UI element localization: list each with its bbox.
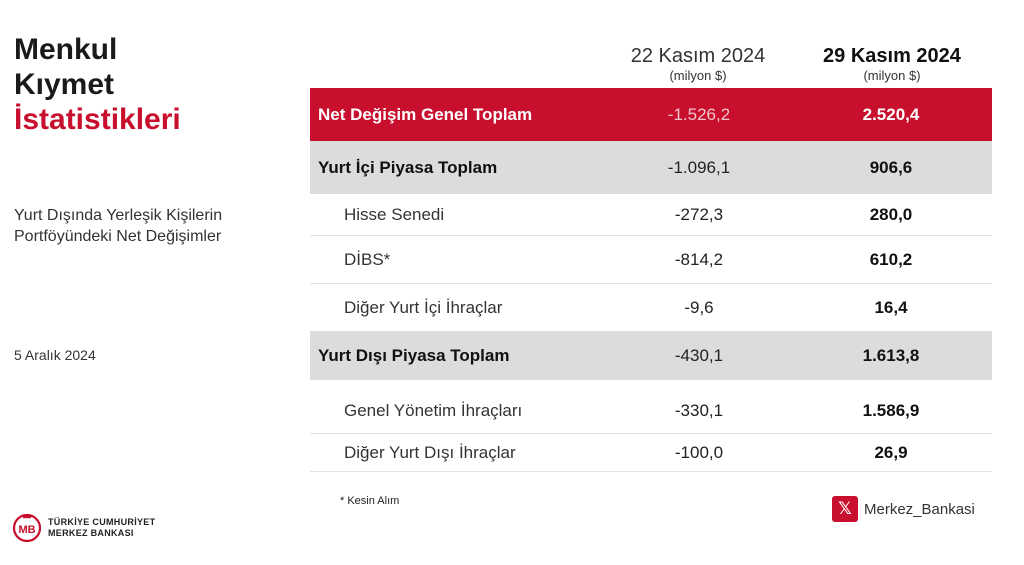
row-value-prev: -814,2 (674, 249, 724, 269)
column-1-date: 22 Kasım 2024 (630, 45, 766, 67)
row-value-current: 2.520,4 (862, 104, 920, 124)
logo-line-2: MERKEZ BANKASI (48, 528, 134, 538)
subtitle-line-2: Portföyündeki Net Değişimler (14, 228, 222, 245)
row-label: Yurt Dışı Piyasa Toplam (318, 345, 510, 365)
tcmb-logo: MB TÜRKİYE CUMHURİYET MERKEZ BANKASI (12, 513, 155, 543)
row-value-prev: -1.526,2 (667, 104, 731, 124)
tcmb-logo-icon: MB (12, 513, 42, 543)
table-row-domestic-total: Yurt İçi Piyasa Toplam -1.096,1 906,6 (310, 141, 992, 194)
table-row: Diğer Yurt İçi İhraçlar -9,6 16,4 (310, 284, 992, 331)
x-icon[interactable]: 𝕏 (832, 496, 858, 522)
row-value-prev: -9,6 (684, 297, 714, 317)
row-value-current: 610,2 (869, 249, 913, 269)
social-handle[interactable]: Merkez_Bankasi (864, 500, 975, 518)
row-value-current: 1.613,8 (862, 345, 920, 365)
row-value-current: 1.586,9 (862, 400, 920, 420)
row-value-current: 16,4 (874, 297, 908, 317)
row-value-prev: -1.096,1 (667, 157, 731, 177)
row-value-prev: -272,3 (674, 204, 724, 224)
subtitle-line-1: Yurt Dışında Yerleşik Kişilerin (14, 207, 223, 224)
logo-line-1: TÜRKİYE CUMHURİYET (48, 517, 156, 527)
column-header-1: 22 Kasım 2024 (milyon $) (588, 44, 808, 84)
title-line-1: Menkul (14, 33, 118, 66)
logo-text: TÜRKİYE CUMHURİYET MERKEZ BANKASI (48, 517, 155, 539)
row-value-current: 906,6 (869, 157, 913, 177)
row-value-current: 280,0 (869, 204, 913, 224)
column-2-unit: (milyon $) (863, 68, 921, 83)
column-1-unit: (milyon $) (669, 68, 727, 83)
page-subtitle: Yurt Dışında Yerleşik Kişilerin Portföyü… (14, 205, 222, 247)
table-row: Hisse Senedi -272,3 280,0 (310, 194, 992, 236)
row-label: DİBS* (344, 249, 391, 269)
table-row-foreign-total: Yurt Dışı Piyasa Toplam -430,1 1.613,8 (310, 331, 992, 380)
table-row: Genel Yönetim İhraçları -330,1 1.586,9 (310, 388, 992, 434)
row-label: Diğer Yurt İçi İhraçlar (344, 297, 503, 317)
title-line-3: İstatistikleri (14, 103, 181, 136)
column-header-2: 29 Kasım 2024 (milyon $) (782, 44, 1002, 84)
page-title: Menkul Kıymet İstatistikleri (14, 32, 181, 137)
title-line-2: Kıymet (14, 68, 115, 101)
row-label: Diğer Yurt Dışı İhraçlar (344, 442, 516, 462)
table-row-net-total: Net Değişim Genel Toplam -1.526,2 2.520,… (310, 88, 992, 141)
footnote: * Kesin Alım (340, 495, 400, 507)
row-value-prev: -100,0 (674, 442, 724, 462)
row-label: Net Değişim Genel Toplam (318, 104, 533, 124)
row-label: Yurt İçi Piyasa Toplam (318, 157, 498, 177)
row-value-prev: -330,1 (674, 400, 724, 420)
row-label: Hisse Senedi (344, 204, 445, 224)
table-row: DİBS* -814,2 610,2 (310, 236, 992, 284)
row-label: Genel Yönetim İhraçları (344, 400, 523, 420)
svg-text:MB: MB (18, 524, 35, 536)
row-value-prev: -430,1 (674, 345, 724, 365)
row-value-current: 26,9 (874, 442, 908, 462)
table-row: Diğer Yurt Dışı İhraçlar -100,0 26,9 (310, 434, 992, 472)
social-link-x[interactable]: 𝕏 Merkez_Bankasi (832, 496, 975, 522)
report-date: 5 Aralık 2024 (14, 347, 96, 363)
column-2-date: 29 Kasım 2024 (823, 45, 961, 67)
